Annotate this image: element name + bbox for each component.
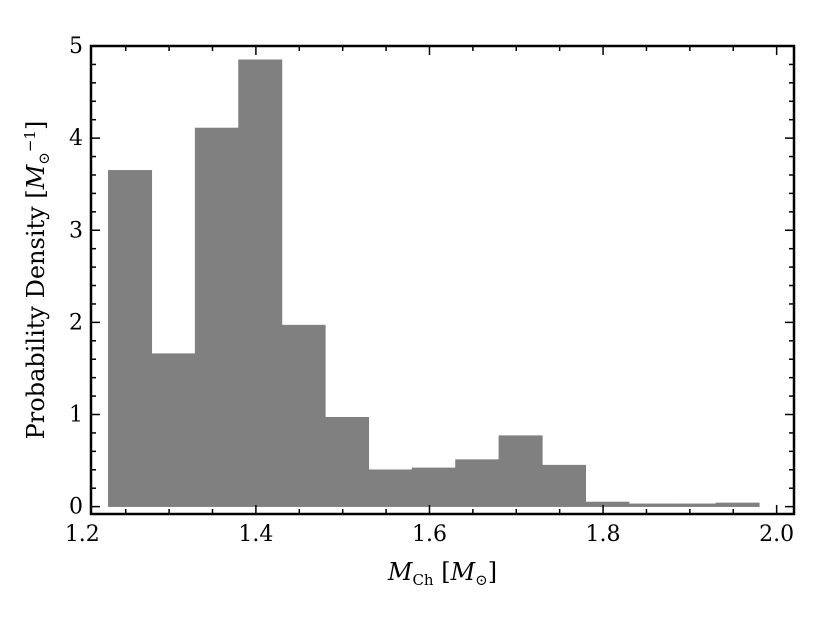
histogram-bar	[151, 353, 196, 507]
y-axis-unit-subscript: ⊙	[35, 152, 53, 165]
histogram-bar	[498, 435, 543, 507]
histogram-bars	[108, 59, 760, 507]
x-tick-label: 1.4	[238, 522, 273, 547]
y-axis-unit-symbol: M	[22, 163, 50, 190]
histogram-bar	[585, 501, 630, 507]
x-tick-label: 1.2	[65, 522, 100, 547]
x-tick-label: 2.0	[759, 522, 794, 547]
histogram-bar	[238, 59, 283, 507]
histogram-bar	[325, 416, 370, 507]
histogram-bar	[411, 467, 456, 507]
histogram-bar	[194, 127, 239, 507]
y-tick-label: 5	[69, 34, 83, 59]
histogram-bar	[628, 503, 673, 507]
x-tick-label: 1.6	[412, 522, 447, 547]
histogram-bar	[455, 459, 500, 507]
y-tick-label: 1	[69, 403, 83, 428]
x-axis-unit-symbol: M	[450, 558, 477, 586]
x-axis-unit-subscript: ⊙	[475, 571, 488, 589]
x-axis-symbol: M	[387, 558, 414, 586]
plot-frame	[89, 44, 796, 516]
histogram-bar	[672, 503, 717, 507]
x-tick-label: 1.8	[586, 522, 621, 547]
histogram-bar	[368, 469, 413, 507]
y-tick-label: 0	[69, 495, 83, 520]
histogram-bar	[281, 324, 326, 507]
y-tick-label: 2	[69, 310, 83, 335]
y-axis-unit-superscript: −1	[21, 130, 39, 152]
tick-labels: 1.2 1.4 1.6 1.8 2.0 0 1 2 3 4 5	[65, 34, 794, 547]
y-axis-title: Probability Density	[22, 206, 50, 440]
histogram-bar	[715, 502, 760, 507]
histogram-bar	[542, 464, 587, 507]
y-tick-label: 4	[69, 126, 83, 151]
axis-ticks	[91, 45, 794, 514]
histogram-bar	[108, 170, 153, 507]
y-axis-label: Probability Density [M⊙−1]	[21, 121, 53, 440]
x-axis-subscript: Ch	[412, 571, 433, 589]
y-tick-label: 3	[69, 218, 83, 243]
x-axis-label: MCh [M⊙]	[387, 558, 497, 589]
